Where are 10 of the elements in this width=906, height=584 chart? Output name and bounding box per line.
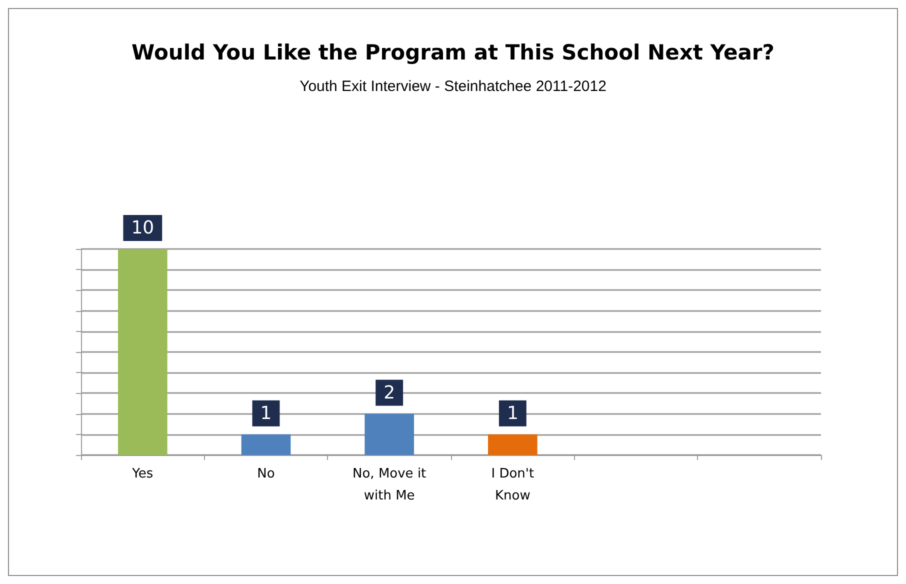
data-label: 2: [384, 382, 396, 404]
chart-title: Would You Like the Program at This School Next Year?: [132, 40, 774, 64]
x-tick-label: No, Move it with Me: [352, 466, 426, 504]
chart-subtitle: Youth Exit Interview - Steinhatchee 2011-2012: [300, 78, 606, 95]
data-label: 1: [260, 402, 272, 424]
data-label: 10: [131, 218, 154, 238]
data-label: 1: [506, 402, 518, 424]
x-tick-label: I Don't Know: [491, 466, 534, 504]
x-tick-label: Yes: [131, 466, 154, 482]
x-tick-label: No: [257, 466, 275, 482]
